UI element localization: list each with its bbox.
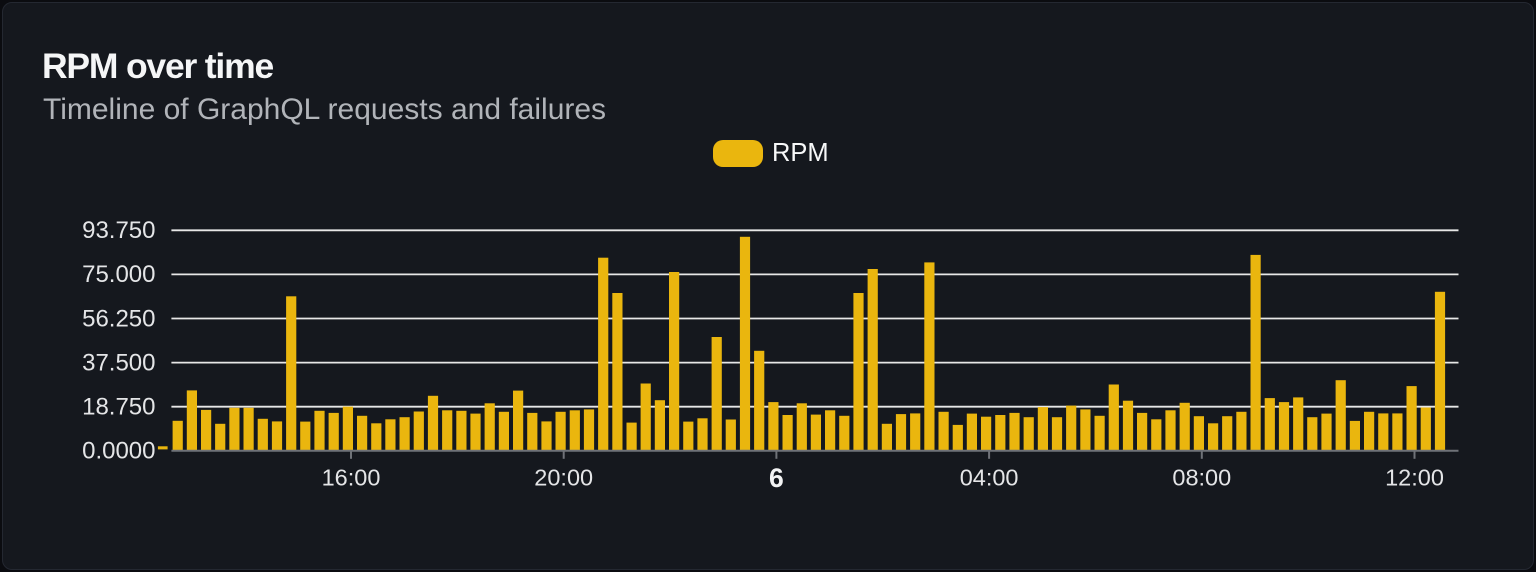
svg-text:12:00: 12:00 [1385,465,1444,491]
svg-text:08:00: 08:00 [1172,465,1231,491]
svg-text:37.500: 37.500 [82,349,155,376]
svg-text:93.750: 93.750 [82,217,155,244]
svg-text:0.0000: 0.0000 [82,438,155,465]
svg-text:04:00: 04:00 [960,465,1019,491]
svg-text:6: 6 [769,463,784,493]
svg-text:75.000: 75.000 [82,261,155,288]
svg-text:20:00: 20:00 [534,465,593,491]
svg-text:18.750: 18.750 [82,394,155,421]
svg-text:56.250: 56.250 [82,305,155,332]
svg-text:16:00: 16:00 [322,465,381,491]
